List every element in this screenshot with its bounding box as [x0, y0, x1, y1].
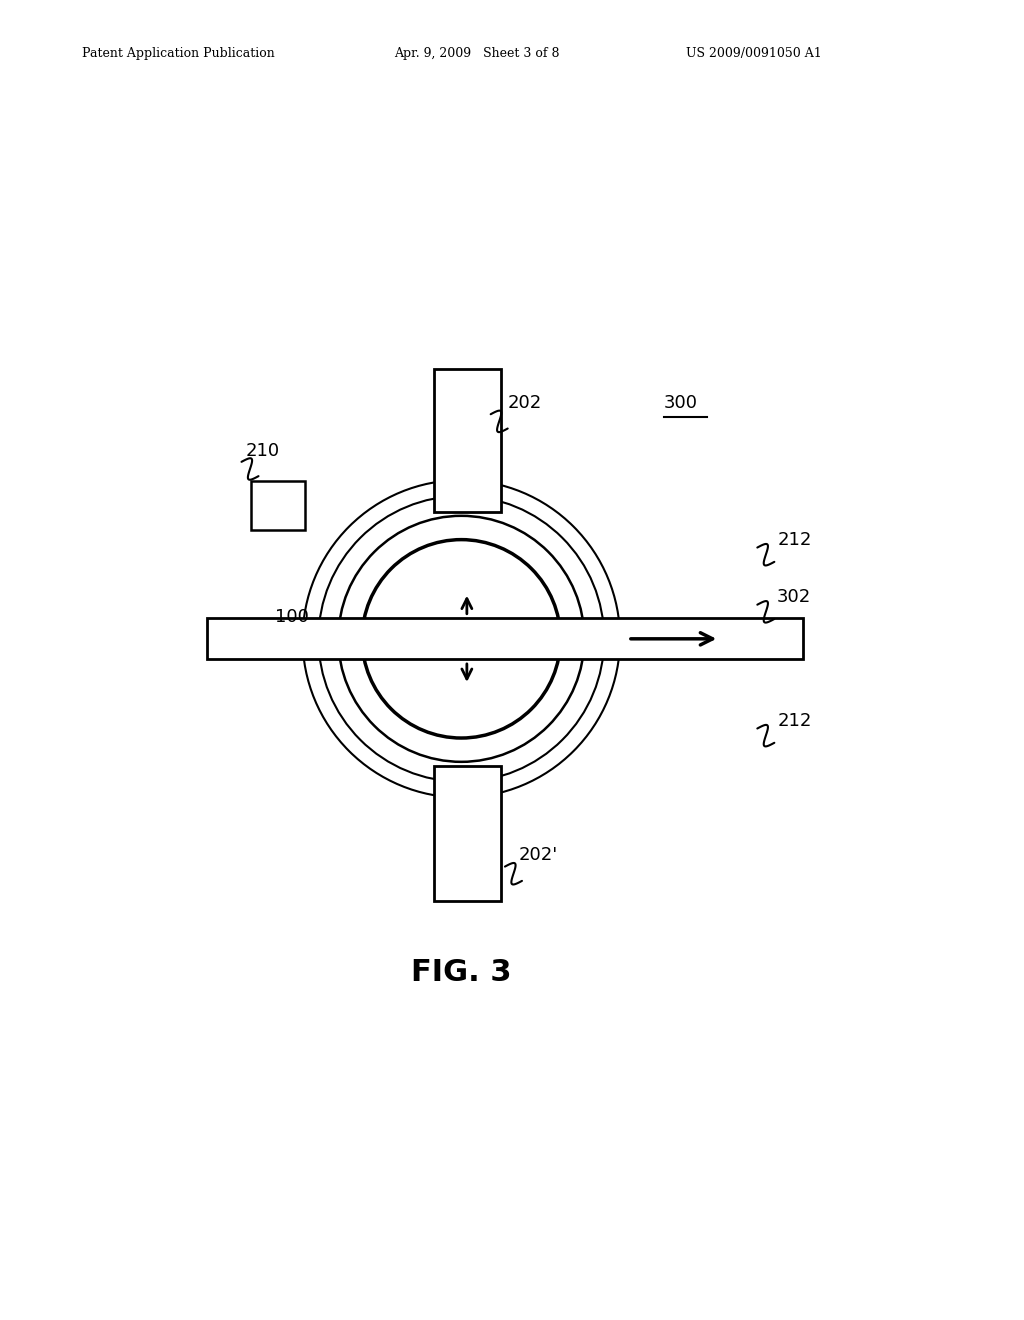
Bar	[251, 480, 305, 531]
Bar	[433, 766, 501, 900]
Text: US 2009/0091050 A1: US 2009/0091050 A1	[686, 46, 822, 59]
Text: Patent Application Publication: Patent Application Publication	[82, 46, 274, 59]
Text: 202': 202'	[518, 846, 558, 865]
Text: 202: 202	[507, 395, 542, 412]
Text: 302: 302	[777, 587, 811, 606]
Text: 212: 212	[777, 711, 812, 730]
Text: 100: 100	[274, 609, 308, 627]
Text: Apr. 9, 2009   Sheet 3 of 8: Apr. 9, 2009 Sheet 3 of 8	[394, 46, 560, 59]
Text: FIG. 3: FIG. 3	[411, 957, 512, 986]
Bar	[433, 370, 501, 512]
Text: 212: 212	[777, 531, 812, 549]
Text: 300: 300	[664, 395, 697, 412]
Bar	[207, 618, 803, 660]
Text: 210: 210	[246, 442, 280, 459]
